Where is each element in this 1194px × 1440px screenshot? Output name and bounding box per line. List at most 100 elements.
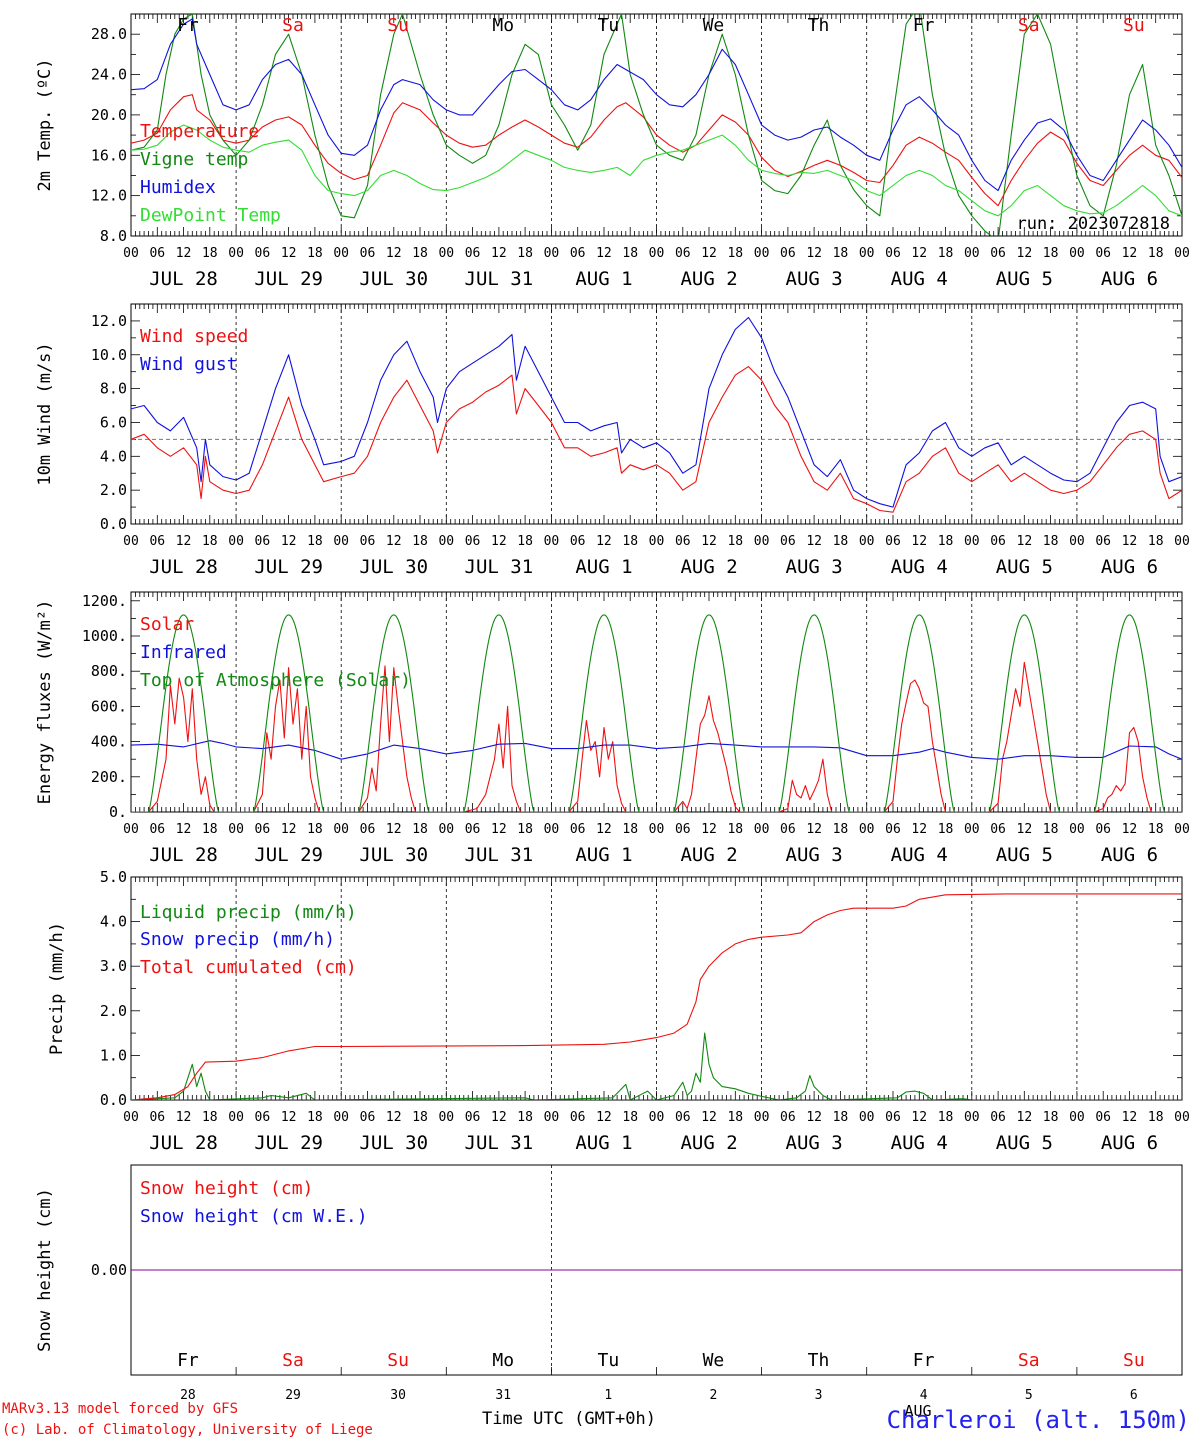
- date-label: AUG 4: [891, 268, 948, 290]
- hour-label: 18: [1148, 534, 1164, 549]
- hour-label: 18: [938, 822, 954, 837]
- series-group: [131, 316, 1182, 513]
- hour-label: 12: [1017, 1110, 1033, 1125]
- date-label: AUG 3: [786, 268, 843, 290]
- hour-label: 00: [228, 1110, 244, 1125]
- hour-label: 06: [990, 1110, 1006, 1125]
- snow-panel: 0.00 Snow height (cm) Snow height (cm) Snow…: [35, 1164, 1183, 1403]
- hour-label: 18: [622, 822, 638, 837]
- date-label: AUG 4: [891, 844, 948, 866]
- hour-label: 00: [123, 534, 139, 549]
- hour-label: 18: [517, 1110, 533, 1125]
- station-label: Charleroi (alt. 150m): [887, 1406, 1190, 1434]
- hour-label: 12: [281, 822, 297, 837]
- day-of-week-label: Fr: [913, 1350, 935, 1371]
- hour-label: 18: [307, 1110, 323, 1125]
- y-tick-label: 0.00: [91, 1261, 127, 1279]
- hour-label: 06: [570, 534, 586, 549]
- day-number-label: 30: [390, 1388, 406, 1403]
- footer: MARv3.13 model forced by GFS (c) Lab. of…: [2, 1401, 1190, 1438]
- hour-label: 00: [544, 534, 560, 549]
- hour-label: 06: [780, 1110, 796, 1125]
- y-axis-label: 2m Temp. (ºC): [35, 58, 55, 191]
- legend-entry: Temperature: [140, 121, 259, 142]
- date-label: AUG 5: [996, 844, 1053, 866]
- y-axis-label: Energy fluxes (W/m²): [35, 600, 55, 805]
- series-temperature: [131, 94, 1182, 207]
- x-ticks: [130, 1367, 1183, 1375]
- series-group: [131, 14, 1182, 236]
- date-label: AUG 3: [786, 556, 843, 578]
- hour-label: 18: [622, 534, 638, 549]
- series-humidex: [131, 18, 1182, 192]
- hour-label: 12: [701, 822, 717, 837]
- credit-line-2: (c) Lab. of Climatology, University of L…: [2, 1422, 373, 1438]
- day-of-week-label: We: [703, 1350, 725, 1371]
- date-label: JUL 28: [149, 556, 218, 578]
- y-tick-label: 0.: [109, 803, 127, 821]
- series-dewpoint-temp: [131, 124, 1182, 217]
- hour-label: 18: [307, 246, 323, 261]
- date-label: AUG 5: [996, 556, 1053, 578]
- hour-label: 12: [596, 246, 612, 261]
- y-tick-label: 8.0: [100, 380, 127, 398]
- hour-label: 18: [412, 534, 428, 549]
- hour-label: 06: [885, 246, 901, 261]
- hour-label: 18: [938, 1110, 954, 1125]
- hour-label: 00: [964, 822, 980, 837]
- hour-label: 06: [990, 246, 1006, 261]
- hour-label: 00: [123, 246, 139, 261]
- hour-label: 00: [649, 1110, 665, 1125]
- legend-entry: Solar: [140, 614, 194, 635]
- day-of-week-label: Sa: [282, 1350, 304, 1371]
- series-wind-speed: [131, 366, 1182, 513]
- legend-entry: Wind speed: [140, 326, 248, 347]
- hour-label: 06: [1095, 1110, 1111, 1125]
- hour-label: 18: [727, 534, 743, 549]
- y-tick-label: 28.0: [91, 25, 127, 43]
- y-axis-label: Snow height (cm): [35, 1188, 55, 1352]
- hour-label: 06: [255, 246, 271, 261]
- y-tick-label: 20.0: [91, 106, 127, 124]
- hour-label: 00: [438, 1110, 454, 1125]
- hour-label: 00: [754, 246, 770, 261]
- hour-label: 18: [1148, 822, 1164, 837]
- hour-label: 12: [1017, 246, 1033, 261]
- credit-line-1: MARv3.13 model forced by GFS: [2, 1401, 238, 1417]
- hour-label: 12: [806, 534, 822, 549]
- hour-label: 12: [1122, 822, 1138, 837]
- y-tick-label: 12.0: [91, 312, 127, 330]
- hour-label: 06: [675, 534, 691, 549]
- temp-panel: 8.0 12.0 16.0 20.0 24.0 28.0 2m Temp. (ºC) Temp…: [35, 13, 1190, 290]
- day-of-week-label: Fr: [177, 15, 199, 36]
- hour-label: 00: [754, 534, 770, 549]
- hour-label: 18: [833, 534, 849, 549]
- hour-label: 12: [176, 246, 192, 261]
- hour-label: 18: [1043, 1110, 1059, 1125]
- date-label: AUG 3: [786, 1132, 843, 1154]
- hour-label: 00: [1069, 534, 1085, 549]
- hour-label: 12: [1017, 534, 1033, 549]
- legend-entry: DewPoint Temp: [140, 205, 281, 226]
- hour-label: 18: [1148, 246, 1164, 261]
- series-vigne-temp: [131, 14, 1182, 236]
- series-group: [131, 614, 1182, 812]
- date-label: AUG 6: [1101, 1132, 1158, 1154]
- hour-label: 18: [202, 534, 218, 549]
- hour-label: 00: [438, 246, 454, 261]
- hour-label: 18: [412, 246, 428, 261]
- wind-panel: 0.0 2.0 4.0 6.0 8.0 10.0 12.0 10m Wind (m/s) Win…: [35, 303, 1190, 578]
- hour-label: 06: [570, 246, 586, 261]
- series-group: [131, 893, 1182, 1100]
- hour-label: 06: [360, 1110, 376, 1125]
- day-number-label: 29: [285, 1388, 301, 1403]
- day-number-label: 3: [815, 1388, 823, 1403]
- day-number-label: 4: [920, 1388, 928, 1403]
- hour-label: 06: [675, 1110, 691, 1125]
- hour-label: 12: [386, 534, 402, 549]
- date-label: JUL 31: [465, 268, 534, 290]
- chart-panels: 8.012.016.020.024.028.02m Temp. (ºC) Temp…: [35, 13, 1190, 1403]
- hour-label: 06: [465, 822, 481, 837]
- date-label: JUL 31: [465, 556, 534, 578]
- date-label: AUG 5: [996, 268, 1053, 290]
